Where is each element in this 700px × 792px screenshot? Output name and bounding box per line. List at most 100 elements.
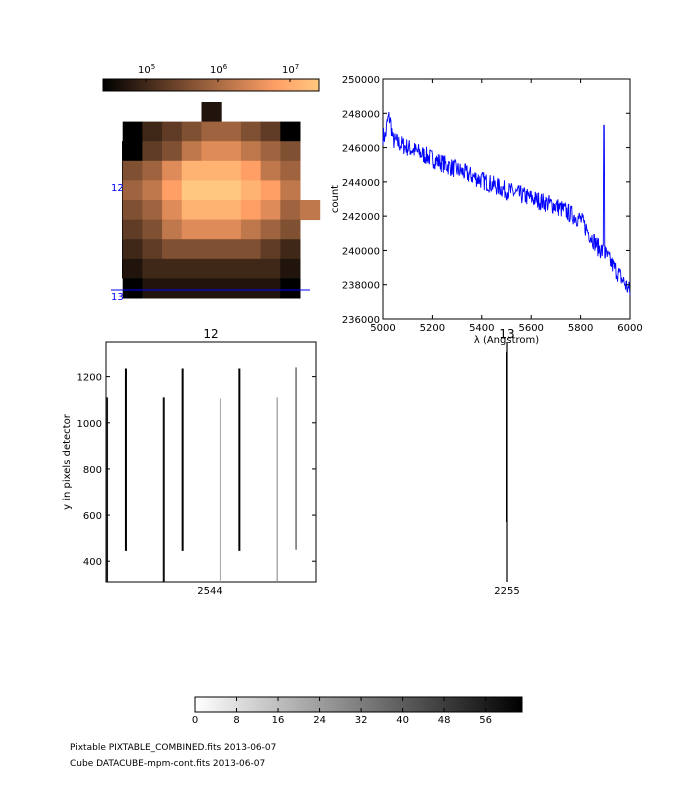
- heatmap-cell: [122, 141, 123, 161]
- heatmap-cell: [122, 219, 143, 240]
- heatmap-cell: [122, 239, 123, 259]
- heatmap-cell: [260, 121, 281, 142]
- heatmap-cell: [181, 180, 202, 201]
- spectrum-y-tick-label: 250000: [342, 75, 380, 86]
- heatmap-cell: [122, 200, 143, 221]
- heatmap-cell: [162, 121, 183, 142]
- heatmap-cell: [221, 200, 242, 221]
- heatmap-cell: [240, 200, 262, 221]
- pixtable-12-y-tick-label: 1000: [77, 419, 102, 430]
- heatmap-cell: [221, 141, 242, 162]
- heatmap-cell: [162, 258, 183, 279]
- grey-colorbar-bar: [194, 696, 523, 713]
- heatmap-cell: [260, 278, 281, 299]
- heatmap-cell: [181, 160, 202, 181]
- heatmap-cell: [240, 180, 262, 201]
- grey-colorbar: 0 8 16 24 32 40 48 56: [192, 696, 523, 726]
- spectrum-x-tick-label: 5000: [370, 323, 395, 334]
- heatmap-cell: [260, 219, 281, 240]
- pixtable-13-x-tick-label: 2255: [494, 586, 519, 597]
- heatmap-cell: [162, 239, 183, 260]
- heatmap-cell: [162, 160, 183, 181]
- heatmap-cell: [221, 160, 242, 181]
- heatmap-cell: [201, 200, 222, 221]
- grey-colorbar-tick-label: 24: [313, 715, 326, 726]
- heatmap-cell: [240, 239, 262, 260]
- spectrum-x-axis-label: λ (Angstrom): [474, 335, 539, 346]
- heatmap-cell: [221, 121, 242, 142]
- spectrum-x-tick-label: 6000: [617, 323, 642, 334]
- heatmap-cell: [122, 219, 123, 240]
- copper-colorbar-tick-label: 105: [138, 63, 155, 76]
- heatmap-cell: [162, 219, 183, 240]
- pixtable-12-x-tick-label: 2544: [197, 586, 222, 597]
- cube-image-heatmap: [122, 102, 321, 299]
- footer-cube-line: Cube DATACUBE-mpm-cont.fits 2013-06-07: [70, 759, 266, 769]
- heatmap-cell: [221, 278, 242, 299]
- pixtable-12-plot: 400 600 800 1000 1200 12 2544 y in pixels detec…: [62, 327, 317, 597]
- heatmap-cell: [142, 180, 163, 201]
- spectrum-x-tick-label: 5400: [469, 323, 494, 334]
- heatmap-cell: [201, 278, 222, 299]
- copper-colorbar-tick-label: 106: [210, 63, 228, 76]
- heatmap-cell: [280, 121, 301, 142]
- grey-colorbar-tick-label: 16: [272, 715, 285, 726]
- heatmap-cell: [181, 200, 202, 221]
- heatmap-cell: [201, 180, 222, 201]
- heatmap-cell: [142, 121, 163, 142]
- grey-colorbar-tick-label: 32: [355, 715, 368, 726]
- heatmap-cell: [122, 160, 123, 181]
- pixtable-12-axes-frame: [105, 341, 317, 583]
- grey-colorbar-tick-label: 40: [396, 715, 409, 726]
- spectrum-plot: 5000 5200 5400 5600 5800 6000 236000 238000 2400…: [330, 75, 643, 346]
- spectrum-y-tick-label: 244000: [342, 178, 380, 189]
- marker-label-13: 13: [111, 292, 124, 303]
- heatmap-cell: [181, 239, 202, 260]
- heatmap-cell: [142, 219, 163, 240]
- heatmap-cell: [122, 141, 143, 162]
- heatmap-cell: [122, 180, 123, 200]
- grey-colorbar-tick-label: 8: [233, 715, 239, 726]
- heatmap-cell: [201, 160, 222, 181]
- pixel-markers: 12 13: [111, 183, 310, 303]
- spectrum-series-line: [382, 111, 631, 296]
- heatmap-cell: [240, 258, 262, 279]
- heatmap-cell: [162, 278, 183, 299]
- heatmap-cell: [240, 278, 262, 299]
- heatmap-cell: [260, 141, 281, 162]
- heatmap-cell: [201, 239, 222, 260]
- heatmap-cell: [142, 239, 163, 260]
- pixtable-13-title: 13: [499, 327, 514, 341]
- pixtable-12-y-tick-label: 600: [83, 511, 102, 522]
- pixtable-12-y-axis-label: y in pixels detector: [62, 413, 73, 510]
- heatmap-cell: [181, 258, 202, 279]
- heatmap-cell: [260, 258, 281, 279]
- grey-colorbar-tick-label: 0: [192, 715, 198, 726]
- heatmap-cell: [122, 278, 143, 299]
- heatmap-cell: [122, 121, 143, 142]
- spectrum-y-tick-label: 236000: [342, 315, 380, 326]
- heatmap-cell: [240, 160, 262, 181]
- heatmap-cell: [122, 258, 143, 279]
- pixtable-12-y-tick-label: 400: [83, 557, 102, 568]
- heatmap-cell: [142, 258, 163, 279]
- spectrum-y-axis-label: count: [330, 185, 341, 213]
- spectrum-y-tick-label: 242000: [342, 212, 380, 223]
- heatmap-cell: [122, 160, 143, 181]
- heatmap-cell: [221, 219, 242, 240]
- heatmap-cell: [122, 180, 143, 201]
- pixtable-12-title: 12: [203, 327, 218, 341]
- heatmap-cell: [260, 160, 281, 181]
- spectrum-x-tick-label: 5800: [568, 323, 593, 334]
- heatmap-cell: [142, 141, 163, 162]
- heatmap-cell: [221, 258, 242, 279]
- heatmap-cell: [201, 141, 222, 162]
- spectrum-y-tick-label: 248000: [342, 109, 380, 120]
- footer-pixtable-line: Pixtable PIXTABLE_COMBINED.fits 2013-06-…: [70, 743, 277, 753]
- pixtable-13-plot: 13 2255: [494, 327, 519, 597]
- heatmap-cell: [142, 278, 163, 299]
- heatmap-cell: [260, 180, 281, 201]
- heatmap-cell: [122, 200, 123, 220]
- heatmap-cell: [240, 141, 262, 162]
